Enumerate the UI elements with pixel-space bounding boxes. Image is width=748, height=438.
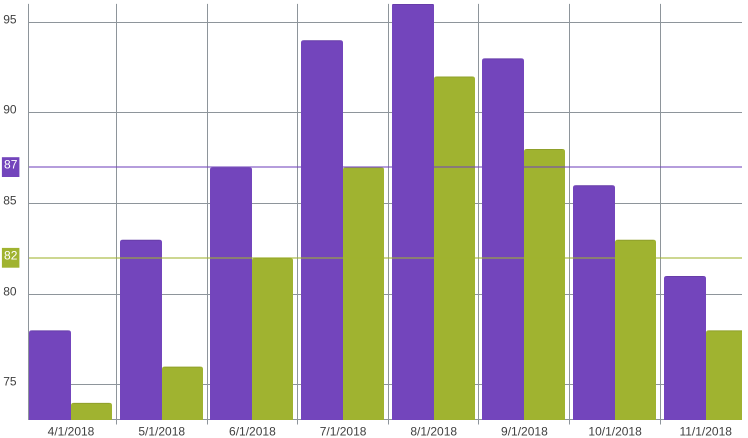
svg-text:95: 95	[3, 13, 17, 27]
svg-text:82: 82	[4, 248, 18, 262]
svg-text:5/1/2018: 5/1/2018	[138, 425, 185, 438]
svg-text:8/1/2018: 8/1/2018	[410, 425, 457, 438]
svg-text:7/1/2018: 7/1/2018	[320, 425, 367, 438]
svg-text:10/1/2018: 10/1/2018	[588, 425, 642, 438]
svg-text:9/1/2018: 9/1/2018	[501, 425, 548, 438]
svg-text:80: 80	[3, 285, 17, 299]
svg-text:11/1/2018: 11/1/2018	[679, 425, 732, 438]
svg-text:4/1/2018: 4/1/2018	[48, 425, 95, 438]
svg-text:75: 75	[3, 375, 17, 389]
svg-text:87: 87	[4, 158, 18, 172]
svg-text:85: 85	[3, 194, 17, 208]
svg-text:90: 90	[3, 103, 17, 117]
svg-text:6/1/2018: 6/1/2018	[229, 425, 276, 438]
